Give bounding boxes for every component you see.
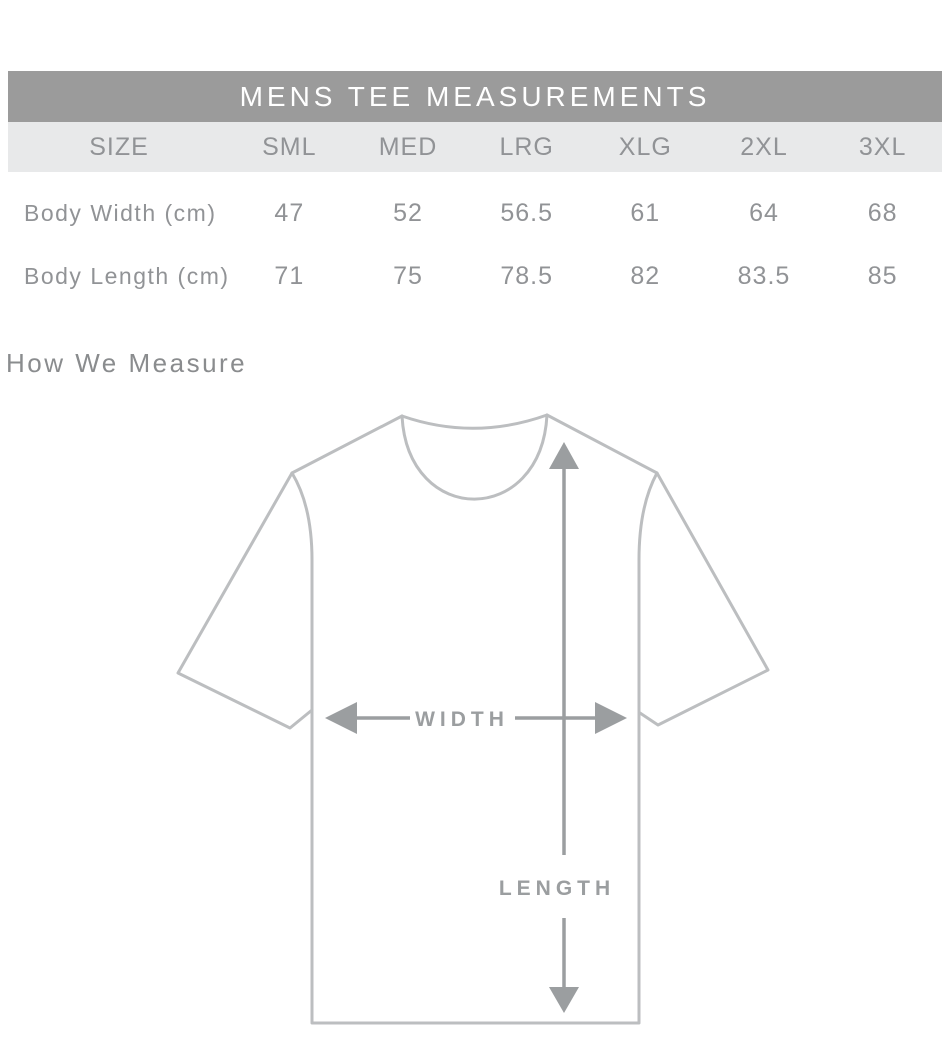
column-header-med: MED xyxy=(378,132,438,161)
table-cell: 56.5 xyxy=(500,199,553,227)
width-arrow-right-head xyxy=(595,702,627,734)
left-sleeve xyxy=(176,414,404,730)
front-collar xyxy=(400,413,549,501)
table-row-body-width: Body Width (cm) 47 52 56.5 61 64 68 xyxy=(8,182,942,245)
table-row-body-length: Body Length (cm) 71 75 78.5 82 83.5 85 xyxy=(8,245,942,308)
width-arrow-left-head xyxy=(325,702,357,734)
table-cell: 68 xyxy=(867,199,898,227)
table-cell: 47 xyxy=(274,199,305,227)
column-header-size: SIZE xyxy=(89,132,149,161)
row-label: Body Width (cm) xyxy=(24,200,217,226)
shirt-body xyxy=(290,471,659,1025)
column-header-3xl: 3XL xyxy=(858,132,907,161)
length-label: LENGTH xyxy=(499,877,615,900)
width-arrow: WIDTH xyxy=(325,702,627,734)
table-cell: 64 xyxy=(749,199,779,227)
column-header-lrg: LRG xyxy=(499,132,554,161)
table-cell: 82 xyxy=(630,262,661,290)
row-label: Body Length (cm) xyxy=(24,263,230,289)
column-header-xlg: XLG xyxy=(618,132,672,161)
length-arrow-top-head xyxy=(549,442,579,469)
table-cell: 78.5 xyxy=(500,262,553,290)
section-heading: How We Measure xyxy=(6,348,248,378)
measurements-table: MENS TEE MEASUREMENTS SIZE SML MED LRG X… xyxy=(8,71,942,308)
width-label: WIDTH xyxy=(415,708,509,731)
column-header-row: SIZE SML MED LRG XLG 2XL 3XL xyxy=(8,122,942,172)
table-cell: 75 xyxy=(393,262,423,290)
tshirt-outline xyxy=(176,413,770,1025)
column-header-2xl: 2XL xyxy=(740,132,788,161)
table-cell: 85 xyxy=(867,262,898,290)
table-cell: 61 xyxy=(630,199,661,227)
table-cell: 83.5 xyxy=(737,262,791,290)
table-title-bar: MENS TEE MEASUREMENTS xyxy=(8,71,942,122)
table-cell: 52 xyxy=(393,199,423,227)
back-collar xyxy=(400,413,549,430)
length-arrow-bottom-head xyxy=(549,987,579,1013)
right-sleeve xyxy=(545,413,770,727)
table-cell: 71 xyxy=(274,262,305,290)
length-arrow: LENGTH xyxy=(499,442,615,1013)
column-header-sml: SML xyxy=(262,132,317,161)
table-title: MENS TEE MEASUREMENTS xyxy=(239,80,711,112)
